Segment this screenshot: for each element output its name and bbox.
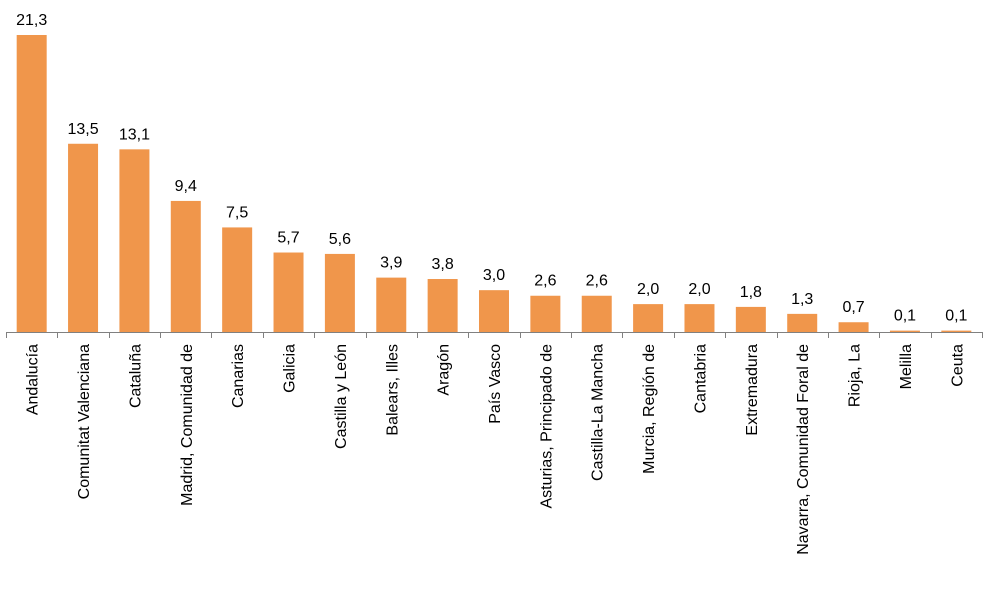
category-label: Castilla y León [333,344,350,449]
bar [427,279,458,332]
data-label: 3,0 [483,267,505,284]
bars-group [16,35,972,332]
category-label: Balears, Illes [384,344,401,436]
data-labels-group: 21,3 13,5 13,1 9,4 7,5 5,7 5,6 3,9 3,8 3,0 2,6 2,6 2… [16,12,967,325]
category-label: Melilla [898,344,915,389]
data-label: 2,6 [534,273,556,290]
category-label: Galicia [282,344,299,393]
bar [581,295,612,332]
data-label: 21,3 [16,12,47,29]
category-label: Ceuta [949,344,966,387]
category-label: Comunitat Valenciana [76,344,93,499]
data-label: 2,6 [586,273,608,290]
data-label: 5,7 [277,230,299,247]
category-label: Andalucía [25,344,42,415]
data-label: 1,8 [740,284,762,301]
category-label: Navarra, Comunidad Foral de [795,344,812,555]
category-label: Rioja, La [847,344,864,407]
category-label: Castilla-La Mancha [590,344,607,481]
data-label: 2,0 [637,281,659,298]
category-label: Cataluña [127,344,144,408]
data-label: 3,9 [380,255,402,272]
data-label: 0,1 [894,308,916,325]
category-label: Madrid, Comunidad de [179,344,196,506]
category-label: Aragón [436,344,453,396]
data-label: 9,4 [175,178,197,195]
bar [479,290,509,332]
bar [68,143,99,332]
bar [941,330,972,332]
bar [530,295,561,332]
category-label: Murcia, Región de [641,344,658,474]
bar [324,253,355,332]
bar [633,304,664,332]
data-label: 5,6 [329,231,351,248]
bar [119,149,150,332]
data-label: 7,5 [226,204,248,221]
data-label: 3,8 [432,256,454,273]
data-label: 13,5 [67,121,98,138]
data-label: 13,1 [119,126,150,143]
bar [376,277,407,332]
bar [170,200,201,332]
bar [16,35,47,332]
bar [222,227,253,332]
category-labels-group: Andalucía Comunitat Valenciana Cataluña Mad… [25,344,967,555]
data-label: 0,7 [842,299,864,316]
data-label: 2,0 [688,281,710,298]
category-label: País Vasco [487,344,504,424]
data-label: 1,3 [791,291,813,308]
bar [838,322,869,332]
bar [889,330,920,332]
category-label: Extremadura [744,344,761,436]
bar [787,313,818,332]
bar [273,252,304,332]
data-label: 0,1 [945,308,967,325]
bar [684,304,715,332]
category-label: Canarias [230,344,247,408]
category-label: Cantabria [692,344,709,413]
category-label: Asturias, Principado de [538,344,555,509]
bar [735,306,766,332]
